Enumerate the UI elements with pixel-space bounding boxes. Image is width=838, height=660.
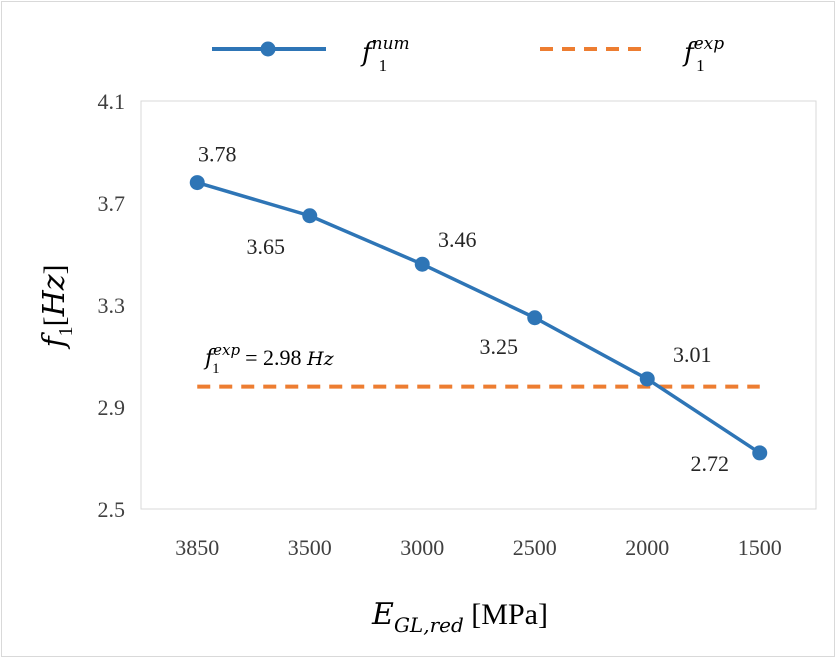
data-labels: 3.78 3.65 3.46 3.25 3.01 2.72: [198, 142, 729, 476]
ylabel-close: ]: [38, 264, 71, 274]
series-num-point: [527, 310, 543, 326]
y-tick-label: 3.7: [98, 191, 126, 216]
annotation-sup: exp: [213, 341, 240, 359]
y-tick-labels: 2.5 2.9 3.3 3.7 4.1: [98, 89, 126, 522]
x-axis-title: EGL,red [MPa]: [371, 597, 548, 637]
data-label: 3.46: [438, 227, 477, 252]
series-f1-num: [189, 175, 768, 461]
series-num-point: [189, 175, 205, 191]
legend-exp-sub: 1: [696, 56, 705, 75]
annotation-f1-exp: fexp 1 = 2.98 Hz: [203, 341, 335, 377]
legend-num-sup: num: [372, 34, 410, 54]
legend-num-sub: 1: [379, 56, 388, 75]
ylabel-unit: Hz: [37, 274, 72, 317]
series-num-point: [414, 256, 430, 272]
x-tick-label: 3850: [175, 535, 219, 560]
y-tick-label: 2.5: [98, 497, 126, 522]
annotation-text: = 2.98: [240, 345, 307, 370]
y-tick-label: 4.1: [98, 89, 126, 114]
x-tick-label: 2500: [513, 535, 557, 560]
series-num-line: [196, 180, 761, 455]
legend: fnum 1 fexp 1: [212, 34, 724, 75]
x-tick-labels: 3850 3500 3000 2500 2000 1500: [175, 535, 782, 560]
xlabel-base: E: [371, 597, 394, 632]
x-tick-label: 2000: [625, 535, 669, 560]
data-label: 3.65: [247, 234, 286, 259]
ylabel-open: [: [38, 316, 71, 326]
y-axis-title: f1[Hz]: [37, 264, 77, 349]
ylabel-sub: 1: [55, 326, 77, 336]
annotation-unit: Hz: [306, 348, 335, 370]
data-label: 2.72: [691, 451, 730, 476]
plot-area: [140, 100, 817, 510]
legend-exp-sup: exp: [694, 34, 725, 54]
data-label: 3.78: [198, 142, 237, 167]
data-label: 3.01: [673, 342, 712, 367]
data-label: 3.25: [480, 334, 519, 359]
series-num-point: [752, 445, 768, 461]
y-tick-label: 3.3: [98, 293, 126, 318]
legend-num-marker: [260, 41, 276, 57]
xlabel-unit: [MPa]: [464, 598, 548, 631]
legend-exp-label: fexp 1: [682, 34, 724, 75]
series-num-point: [639, 371, 655, 387]
legend-num-label: fnum 1: [360, 34, 410, 75]
annotation-sub: 1: [212, 361, 220, 377]
series-num-point: [302, 208, 318, 224]
x-tick-label: 3500: [288, 535, 332, 560]
xlabel-sub: GL,red: [394, 613, 464, 637]
x-tick-label: 3000: [400, 535, 444, 560]
x-tick-label: 1500: [738, 535, 782, 560]
y-tick-label: 2.9: [98, 395, 126, 420]
